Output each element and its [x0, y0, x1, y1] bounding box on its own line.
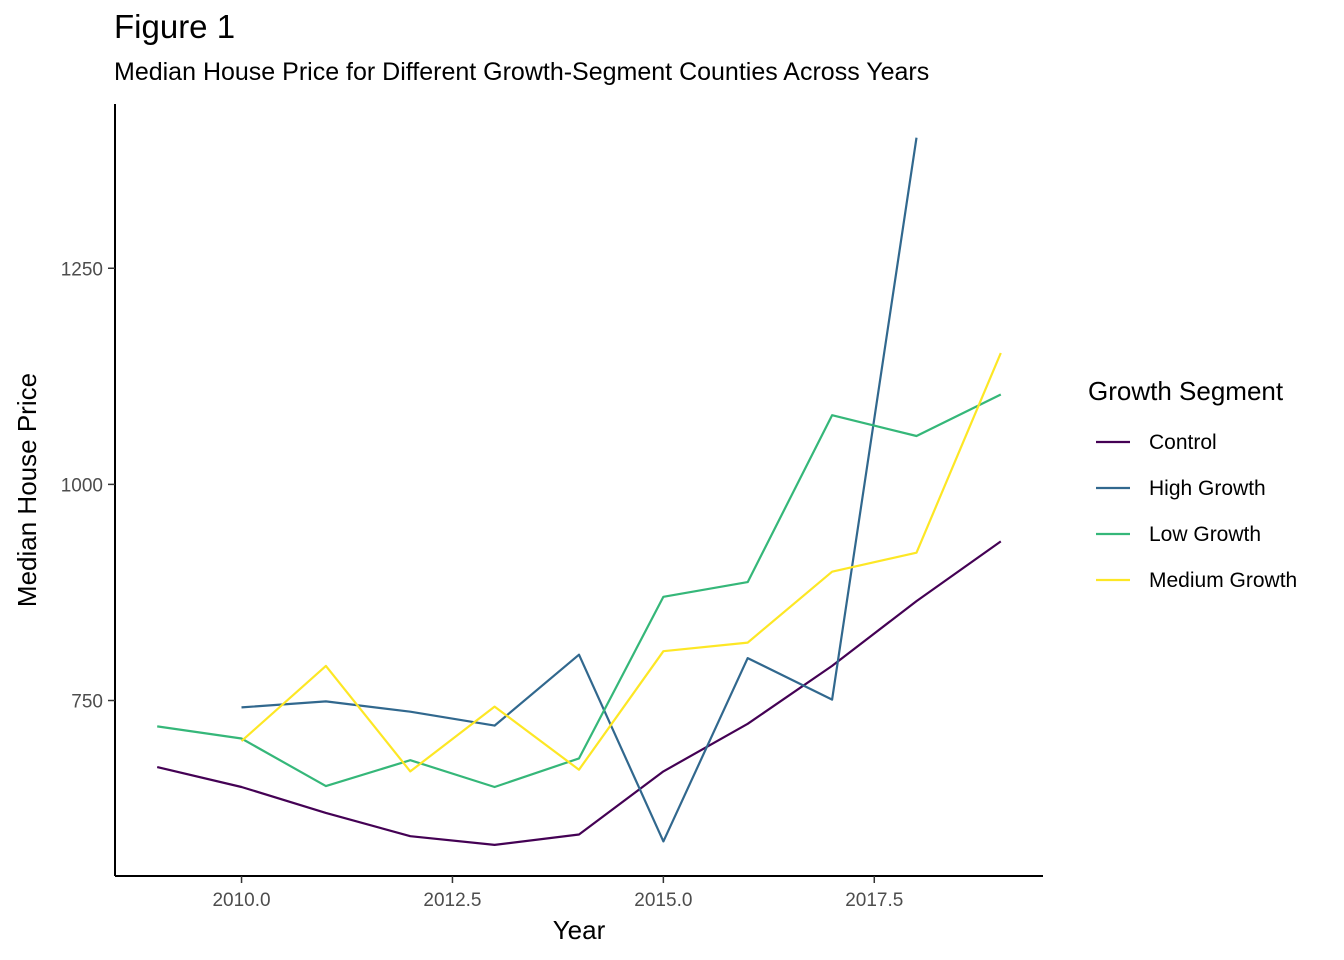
x-tick-label: 2015.0: [634, 890, 692, 911]
chart-subtitle: Median House Price for Different Growth-…: [114, 58, 930, 86]
x-tick-label: 2012.5: [423, 890, 481, 911]
legend-items: Control High Growth Low Growth Medium Growt…: [1096, 431, 1297, 592]
y-tick-label: 750: [71, 692, 103, 713]
chart-title: Figure 1: [114, 8, 236, 45]
series-line-high-growth: [241, 137, 918, 843]
series-layer: [156, 137, 1002, 847]
y-tick-label: 1000: [61, 475, 103, 496]
legend: Growth Segment Control High Growth Low Gro…: [1088, 376, 1297, 592]
series-line-control: [156, 540, 1002, 847]
y-axis-ticks: 750 1000 1250: [61, 259, 115, 713]
x-axis-title: Year: [553, 915, 606, 945]
legend-label-high-growth: High Growth: [1149, 477, 1266, 500]
x-axis-ticks: 2010.0 2012.5 2015.0 2017.5: [212, 876, 903, 911]
x-tick-label: 2010.0: [212, 890, 270, 911]
y-tick-label: 1250: [61, 259, 103, 280]
x-tick-label: 2017.5: [845, 890, 903, 911]
legend-label-low-growth: Low Growth: [1149, 523, 1261, 546]
legend-title: Growth Segment: [1088, 376, 1284, 406]
y-axis-title: Median House Price: [12, 373, 42, 607]
legend-label-control: Control: [1149, 431, 1217, 454]
legend-label-medium-growth: Medium Growth: [1149, 569, 1297, 592]
series-line-low-growth: [157, 393, 1002, 789]
series-line-medium-growth: [240, 352, 1002, 773]
